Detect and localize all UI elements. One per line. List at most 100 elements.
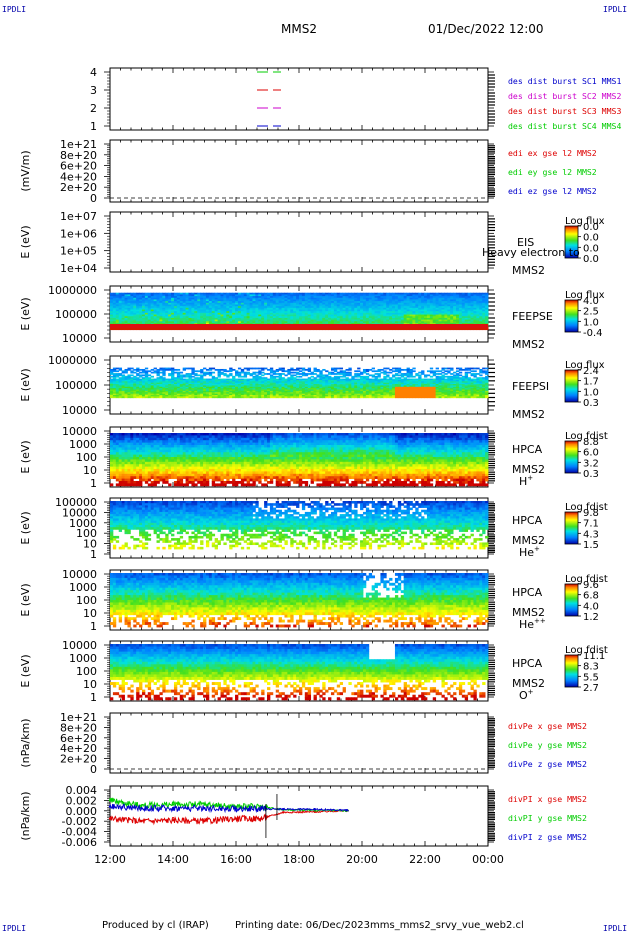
spectrogram-cell	[444, 299, 448, 302]
spectrogram-cell	[110, 389, 114, 392]
spectrogram-cell	[112, 396, 117, 399]
spectrogram-cell	[424, 299, 428, 302]
spectrogram-cell	[325, 319, 329, 322]
spectrogram-cell	[426, 311, 431, 314]
spectrogram-cell	[412, 306, 416, 309]
spectrogram-cell	[482, 299, 486, 302]
spectrogram-cell	[139, 319, 143, 322]
spectrogram-cell	[339, 314, 344, 317]
spectrogram-cell	[485, 304, 489, 307]
spectrogram-cell	[136, 367, 140, 370]
spectrogram-cell	[374, 317, 378, 320]
spectrogram-cell	[217, 299, 221, 302]
spectrogram-cell	[330, 311, 335, 314]
spectrogram-cell	[159, 307, 163, 310]
spectrogram-cell	[185, 304, 189, 307]
spectrogram-cell	[470, 319, 474, 322]
spectrogram-cell	[261, 299, 265, 302]
spectrogram-cell	[467, 328, 471, 331]
spectrogram-cell	[267, 304, 271, 307]
spectrogram-cell	[141, 389, 146, 392]
spectrogram-cell	[147, 292, 152, 295]
spectrogram-cell	[357, 314, 361, 317]
spectrogram-cell	[348, 319, 352, 322]
spectrogram-cell	[290, 306, 294, 309]
spectrogram-cell	[293, 314, 297, 317]
spectrogram-cell	[278, 297, 282, 300]
spectrogram-cell	[258, 307, 262, 310]
spectrogram-cell	[275, 294, 280, 297]
spectrogram-cell	[354, 312, 358, 315]
spectrogram-cell	[194, 299, 198, 302]
spectrogram-cell	[258, 296, 262, 299]
spectrogram-cell	[275, 309, 280, 312]
spectrogram-cell	[313, 314, 317, 317]
spectrogram-cell	[301, 311, 306, 314]
spectrogram-cell	[197, 301, 201, 304]
spectrogram-cell	[415, 316, 419, 319]
spectrogram-cell	[153, 292, 157, 295]
spectrogram-cell	[258, 292, 262, 295]
spectrogram-cell	[345, 317, 349, 320]
spectrogram-cell	[450, 321, 454, 324]
spectrogram-cell	[203, 314, 207, 317]
spectrogram-cell	[156, 309, 160, 312]
spectrogram-cell	[461, 296, 466, 299]
spectrogram-cell	[188, 396, 192, 399]
spectrogram-cell	[374, 307, 378, 310]
spectrogram-cell	[267, 311, 271, 314]
spectrogram-cell	[409, 328, 413, 331]
spectrogram-cell	[115, 309, 120, 312]
spectrogram-cell	[240, 297, 245, 300]
spectrogram-cell	[348, 312, 352, 315]
spectrogram-cell	[110, 386, 114, 389]
spectrogram-cell	[368, 296, 373, 299]
spectrogram-cell	[124, 294, 128, 297]
side-label-instrument: HPCA	[512, 586, 543, 599]
spectrogram-cell	[159, 302, 163, 305]
spectrogram-cell	[211, 292, 216, 295]
spectrogram-cell	[418, 321, 422, 324]
spectrogram-cell	[147, 396, 152, 399]
spectrogram-cell	[252, 309, 256, 312]
spectrogram-cell	[261, 314, 265, 317]
spectrogram-cell	[168, 374, 172, 377]
spectrogram-cell	[249, 316, 253, 319]
spectrogram-cell	[275, 304, 280, 307]
spectrogram-cell	[418, 312, 422, 315]
spectrogram-cell	[272, 309, 277, 312]
spectrogram-cell	[255, 328, 259, 331]
spectrogram-cell	[255, 299, 259, 302]
spectrogram-cell	[296, 328, 300, 331]
spectrogram-cell	[240, 312, 245, 315]
y-tick-label: 10	[83, 538, 97, 551]
spectrogram-cell	[313, 328, 317, 331]
spectrogram-cell	[392, 306, 396, 309]
spectrogram-cell	[130, 379, 134, 382]
spectrogram-cell	[377, 309, 381, 312]
spectrogram-cell	[188, 314, 192, 317]
spectrogram-cell	[150, 309, 155, 312]
spectrogram-cell	[313, 301, 317, 304]
spectrogram-cell	[310, 317, 314, 320]
spectrogram-cell	[357, 302, 361, 305]
spectrogram-cell	[136, 304, 140, 307]
spectrogram-cell	[133, 371, 137, 374]
spectrogram-cell	[226, 316, 230, 319]
spectrogram-cell	[281, 319, 285, 322]
spectrogram-cell	[115, 294, 120, 297]
spectrogram-cell	[464, 314, 469, 317]
spectrogram-cell	[220, 314, 224, 317]
spectrogram-cell	[424, 297, 428, 300]
spectrogram-cell	[136, 307, 140, 310]
spectrogram-cell	[470, 304, 474, 307]
spectrogram-cell	[328, 316, 332, 319]
spectrogram-cell	[438, 296, 442, 299]
spectrogram-cell	[182, 316, 186, 319]
spectrogram-cell	[360, 307, 364, 310]
spectrogram-cell	[205, 312, 210, 315]
spectrogram-cell	[258, 321, 262, 324]
spectrogram-cell	[194, 306, 198, 309]
spectrogram-cell	[310, 296, 314, 299]
